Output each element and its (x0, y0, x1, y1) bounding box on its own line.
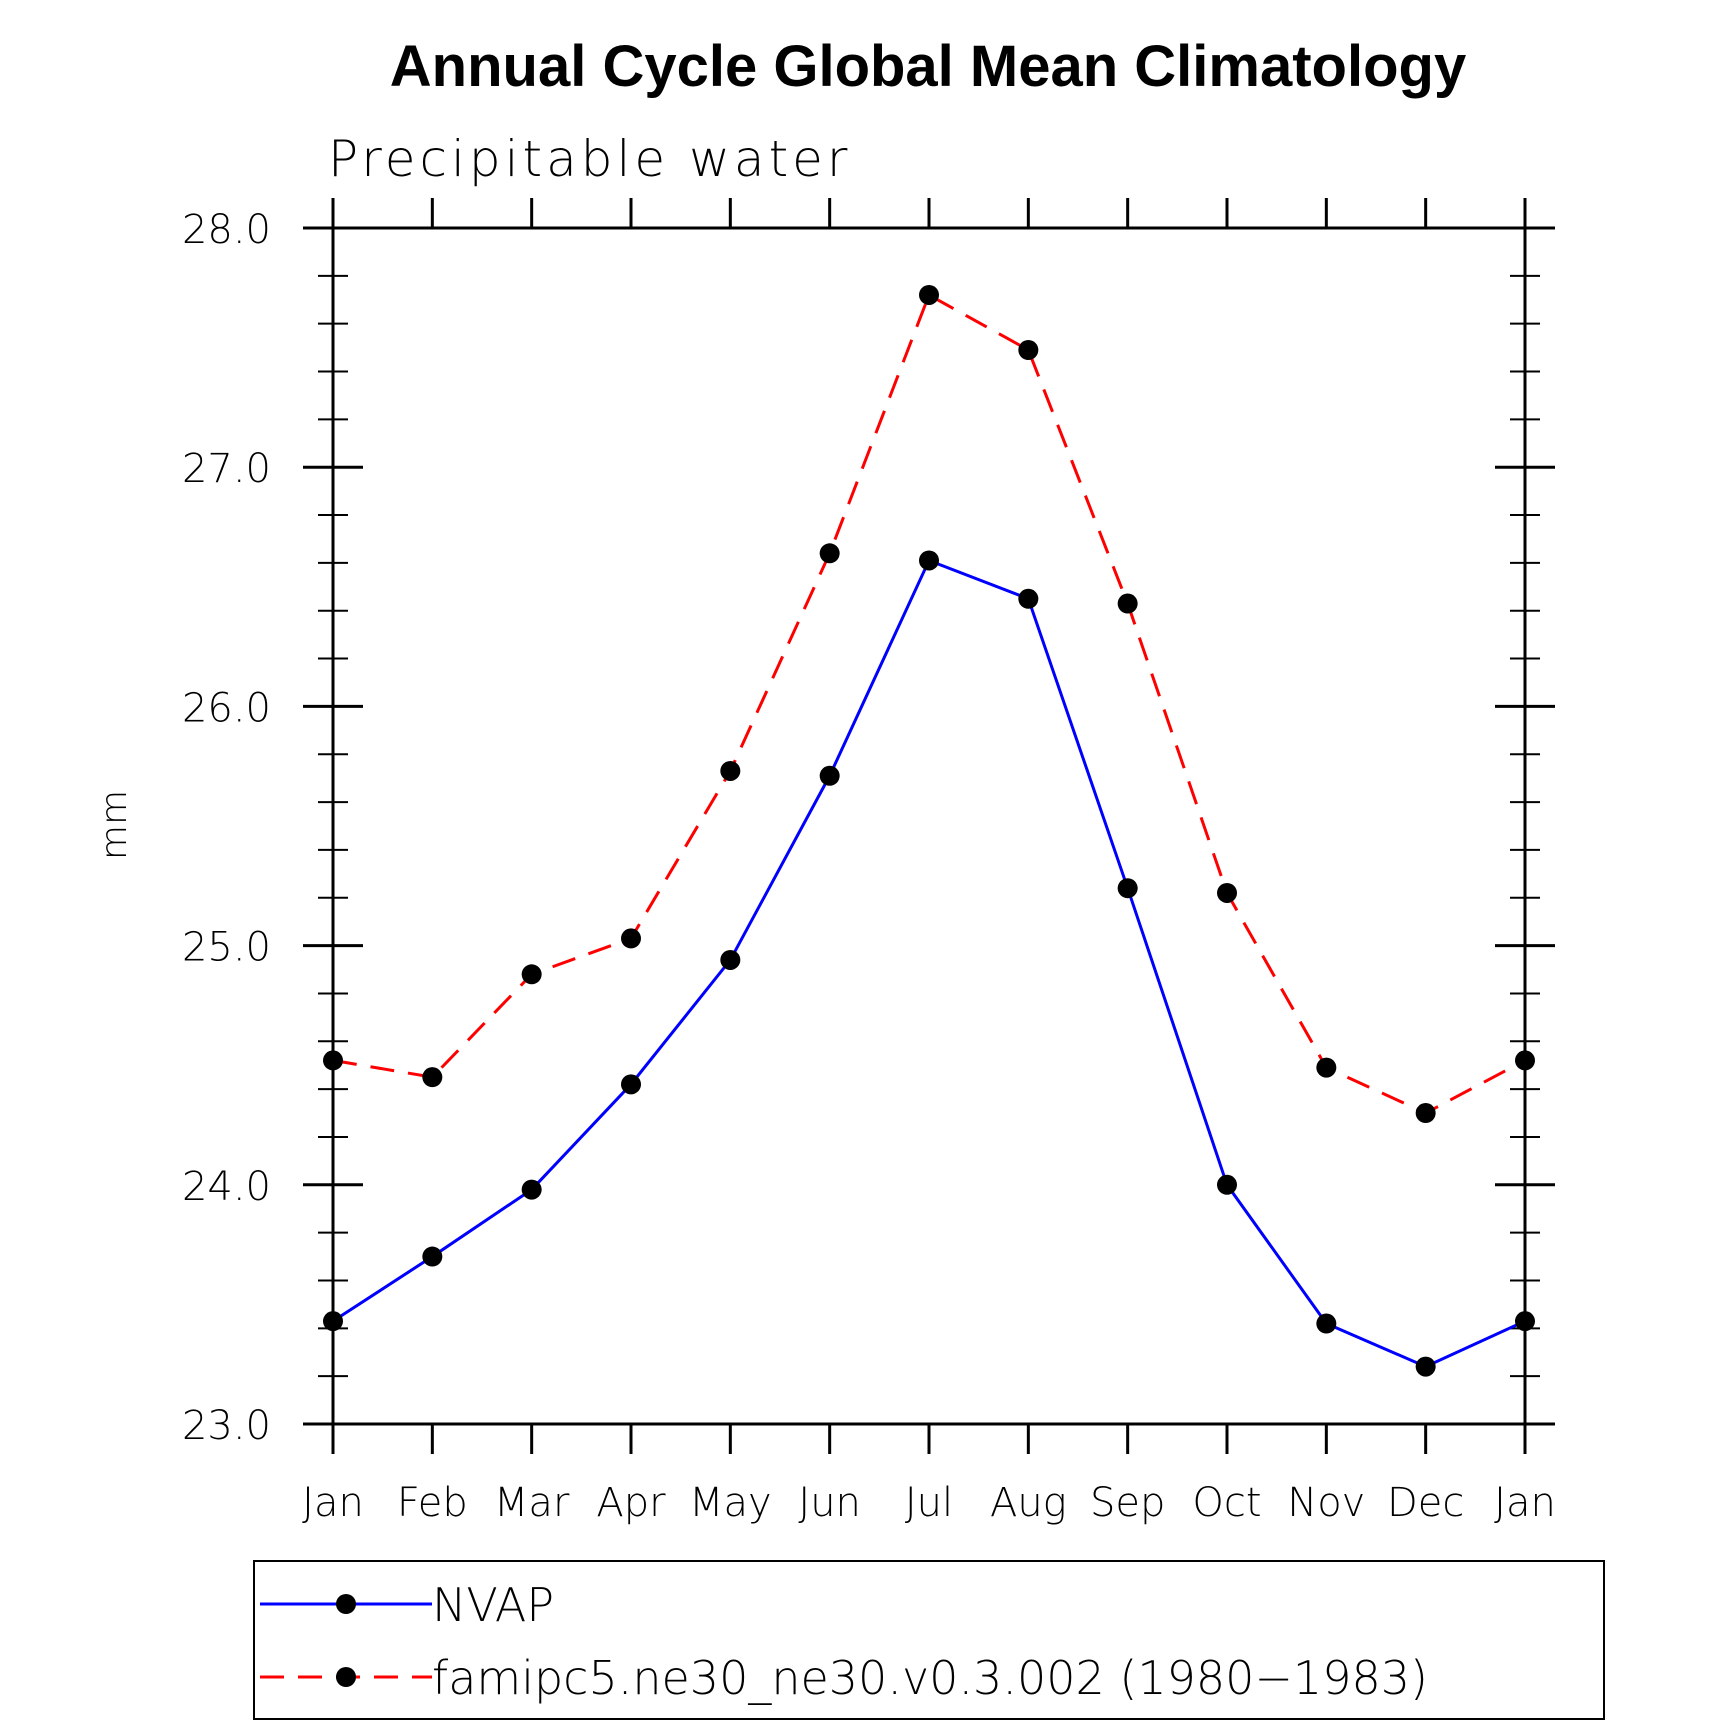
data-point (1117, 878, 1138, 899)
x-tick-label: Dec (1387, 1480, 1464, 1526)
y-axis-label: mm (94, 790, 135, 860)
x-tick-label: Nov (1287, 1480, 1365, 1526)
x-tick-label: Sep (1090, 1480, 1165, 1526)
data-point (1515, 1311, 1535, 1332)
data-point (919, 284, 939, 305)
y-tick-label: 25.0 (182, 925, 271, 971)
data-point (1117, 593, 1138, 614)
x-tick-label: Mar (494, 1480, 570, 1526)
legend-frame (253, 1560, 1605, 1720)
data-point (323, 1311, 343, 1332)
legend-marker-famipc5 (336, 1667, 356, 1687)
series-famipc5 (323, 284, 1535, 1124)
x-tick-label: Apr (596, 1480, 666, 1526)
x-tick-label: Jul (905, 1480, 953, 1526)
y-tick-label: 28.0 (182, 207, 271, 253)
data-point (323, 1050, 343, 1071)
data-point (1515, 1050, 1535, 1071)
chart-subtitle: Precipitable water (328, 130, 852, 188)
x-tick-label: Oct (1192, 1480, 1261, 1526)
data-point (621, 1074, 641, 1095)
y-tick-label: 24.0 (182, 1164, 271, 1210)
series-nvap (323, 550, 1535, 1377)
x-tick-label: Jun (798, 1480, 861, 1526)
data-point (819, 765, 840, 786)
legend-label-famipc5: famipc5.ne30_ne30.v0.3.002 (1980−1983) (432, 1651, 1428, 1705)
data-point (521, 1179, 542, 1200)
y-tick-label: 26.0 (182, 685, 271, 731)
data-point (1316, 1313, 1337, 1334)
axis-ticks (303, 198, 1555, 1454)
data-point (720, 949, 741, 970)
data-point (422, 1246, 443, 1267)
data-point (720, 760, 741, 781)
legend-label-nvap: NVAP (432, 1578, 554, 1632)
data-point (521, 964, 542, 985)
data-point (1018, 339, 1039, 360)
legend-marker-nvap (336, 1594, 356, 1614)
y-tick-label: 23.0 (182, 1403, 271, 1449)
data-point (1316, 1057, 1337, 1078)
data-point (919, 550, 939, 571)
x-tick-label: May (689, 1480, 772, 1526)
tick-labels: Jan Feb Mar Apr May Jun Jul Aug Sep Oct Nov Dec Jan 2… (182, 207, 1556, 1526)
data-point (422, 1067, 443, 1088)
data-point (1018, 588, 1039, 609)
data-series (323, 284, 1535, 1377)
data-point (1415, 1103, 1436, 1124)
data-point (1217, 1174, 1237, 1195)
x-tick-label: Jan (1494, 1480, 1556, 1526)
data-point (621, 928, 641, 949)
x-tick-label: Aug (990, 1480, 1067, 1526)
x-tick-label: Feb (397, 1480, 468, 1526)
data-point (1217, 882, 1237, 903)
legend: NVAP famipc5.ne30_ne30.v0.3.002 (1980−19… (253, 1560, 1605, 1720)
y-tick-label: 27.0 (182, 446, 271, 492)
data-point (1415, 1356, 1436, 1377)
data-point (819, 543, 840, 564)
chart-title: Annual Cycle Global Mean Climatology (390, 34, 1466, 99)
x-tick-label: Jan (302, 1480, 364, 1526)
